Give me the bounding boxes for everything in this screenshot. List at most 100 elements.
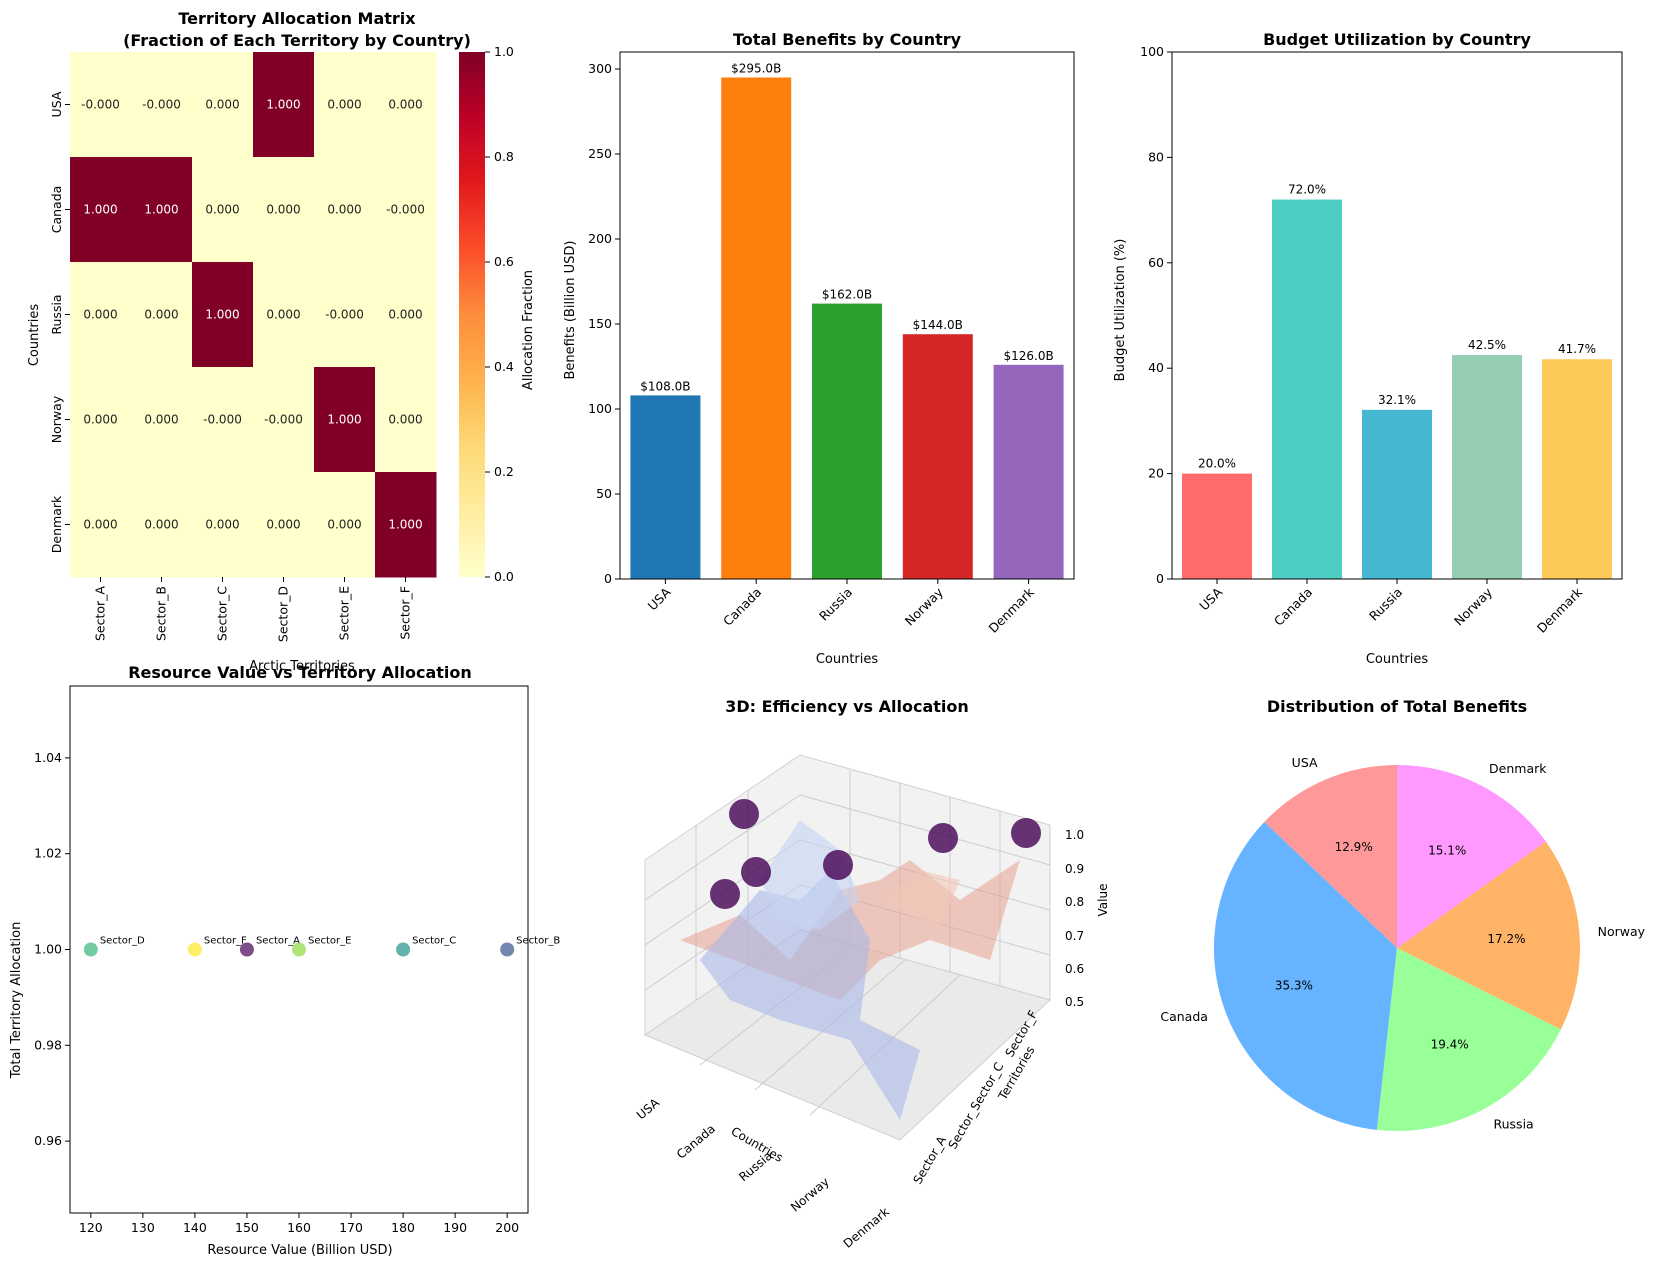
colorbar-gradient [459,52,485,577]
heatmap-cell [192,262,254,368]
scatter-xtick-label: 150 [235,1220,259,1235]
heatmap-cell [192,367,254,473]
heatmap-cell-label: 0.000 [205,98,239,112]
heatmap-cells: -0.000 -0.000 0.000 1.000 0.000 0.000 1.000 1.0… [49,52,437,642]
surface3d-xtick-label: Norway [788,1175,832,1215]
heatmap-cell-label: -0.000 [142,98,181,112]
scatter-point-label: Sector_D [100,936,145,947]
budget-xlabel: Countries [1366,652,1429,667]
pie-label: Russia [1494,1117,1534,1132]
heatmap-cell-label: 0.000 [266,203,300,217]
bar-xtick-label: USA [1196,584,1225,613]
bar-ytick-label: 300 [588,61,612,76]
heatmap-cell [253,52,315,158]
bar-xtick-label: Norway [902,584,947,629]
heatmap-cell-label: 0.000 [327,203,361,217]
colorbar-tick-label: 0.4 [494,359,514,374]
heatmap-ytick-label: Denmark [49,495,64,553]
heatmap-cell [131,52,193,158]
bar-data-label: 41.7% [1558,342,1596,356]
heatmap-xtick-label: Sector_A [93,586,108,641]
scatter-ytick-label: 1.04 [34,750,62,765]
surface3d-ztick-label: 0.6 [1065,962,1084,976]
surface3d-marker [710,879,740,909]
surface3d-title: 3D: Efficiency vs Allocation [725,697,969,716]
heatmap-cell [253,367,315,473]
benefits-title: Total Benefits by Country [733,30,962,49]
heatmap-cell [70,472,132,578]
scatter-point [396,942,411,957]
scatter-point-label: Sector_B [516,936,560,947]
pie-slice [1214,821,1397,1130]
bar-ytick-label: 150 [588,316,612,331]
pie-pct-label: 15.1% [1428,843,1466,857]
bar-data-label: $295.0B [731,62,781,76]
heatmap-cell [253,157,315,263]
heatmap-xtick-label: Sector_D [276,586,291,642]
scatter-point [83,942,98,957]
pie-label: Norway [1598,924,1646,939]
scatter-point [292,942,306,957]
heatmap-cell-label: 0.000 [266,518,300,532]
heatmap-cell [314,367,376,473]
colorbar-tick-label: 0.0 [494,569,514,584]
bar-ytick-label: 60 [1148,255,1164,270]
surface3d-ztick-label: 0.8 [1065,895,1084,909]
benefits-ylabel: Benefits (Billion USD) [563,241,578,380]
scatter-ytick-label: 1.00 [34,942,62,957]
colorbar-tick-label: 0.8 [494,149,514,164]
pie-pct-label: 35.3% [1275,979,1313,993]
scatter-point-label: Sector_A [256,936,300,947]
plot-frame [619,51,1075,580]
bar [1362,409,1432,579]
heatmap-xtick-label: Sector_E [337,586,352,640]
scatter-point-label: Sector_F [204,936,247,947]
heatmap-cell-label: 1.000 [144,203,178,217]
heatmap-cell-label: 1.000 [205,308,239,322]
scatter-point-label: Sector_E [308,936,351,947]
scatter-xtick-label: 200 [495,1220,519,1235]
scatter-xtick-label: 170 [339,1220,363,1235]
heatmap-cell [375,472,437,578]
heatmap-cell-label: -0.000 [203,413,242,427]
heatmap-xtick-label: Sector_F [398,586,413,640]
bar [1182,473,1252,579]
heatmap-cell [253,472,315,578]
heatmap-cell-label: 1.000 [327,413,361,427]
heatmap-cell-label: 0.000 [266,308,300,322]
heatmap-cell-label: 1.000 [388,518,422,532]
bar-xtick-label: Denmark [985,584,1037,636]
scatter-point [500,942,515,957]
budget-ylabel: Budget Utilization (%) [1113,239,1128,382]
bar-ytick-label: 0 [604,571,612,586]
heatmap-title-line1: Territory Allocation Matrix [178,9,416,28]
surface3d-marker [729,799,759,829]
bar-data-label: 20.0% [1198,457,1236,471]
heatmap-cell [70,367,132,473]
bar-data-label: 42.5% [1468,338,1506,352]
pie-pct-label: 12.9% [1335,840,1373,854]
surface3d-marker [928,823,958,853]
pie-label: USA [1292,755,1318,770]
heatmap-ytick-label: Norway [49,395,64,443]
scatter-panel: Sector_D Sector_F Sector_A Sector_E Sector_C… [9,663,560,1258]
surface3d-markers [710,799,1041,909]
surface3d-marker [823,850,853,880]
heatmap-cell [192,52,254,158]
colorbar-tick-label: 0.6 [494,254,514,269]
heatmap-cell-label: -0.000 [325,308,364,322]
bar-data-label: 72.0% [1288,183,1326,197]
bar-ytick-label: 250 [588,146,612,161]
heatmap-cell-label: 0.000 [144,518,178,532]
surface3d-xtick-label: Denmark [841,1205,892,1251]
heatmap-cell [375,262,437,368]
pie-slice [1264,765,1397,948]
heatmap-cell-label: 0.000 [205,203,239,217]
bar [1452,355,1522,579]
heatmap-cell-label: 0.000 [83,308,117,322]
bar-data-label: 32.1% [1378,393,1416,407]
heatmap-cell [192,472,254,578]
heatmap-cell [70,262,132,368]
